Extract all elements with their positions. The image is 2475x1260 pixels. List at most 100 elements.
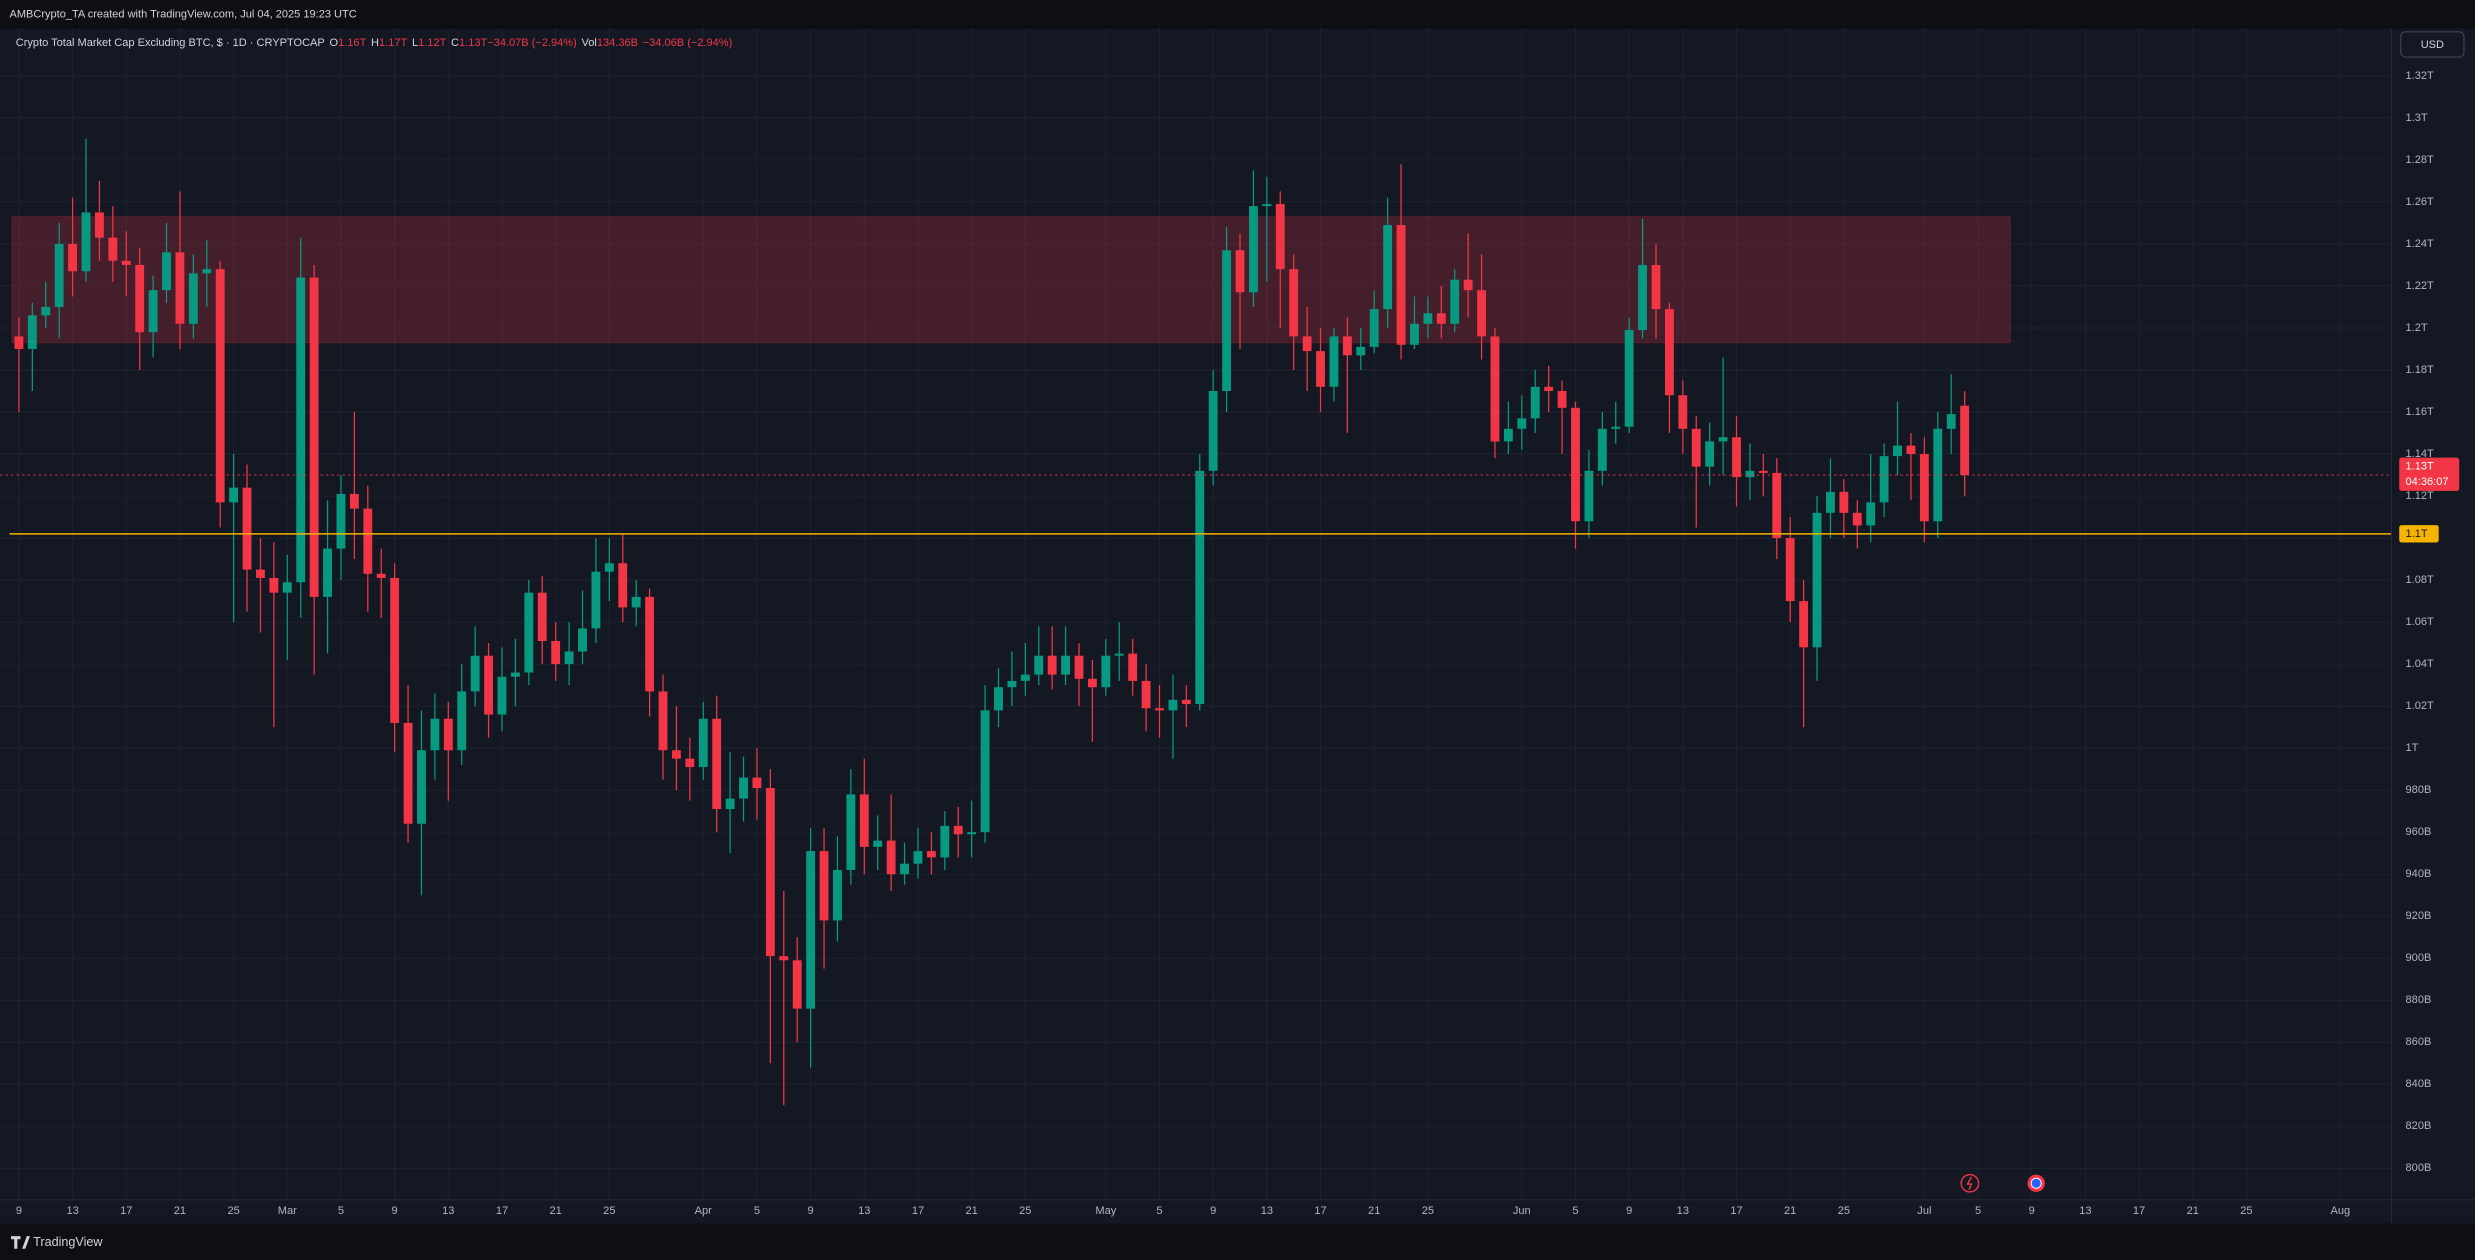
candle-body (591, 571, 601, 629)
candle-body (256, 569, 265, 578)
candle-body (1691, 428, 1701, 467)
y-tick-label: 1.18T (2406, 364, 2434, 376)
candle-body (1074, 655, 1084, 679)
legend-value: −34.07B (−2.94%) (487, 37, 577, 49)
legend-key: L (412, 37, 418, 49)
x-tick-label: 9 (16, 1205, 22, 1217)
x-tick-label: 21 (174, 1205, 186, 1217)
logo (11, 1236, 30, 1249)
event-icon-glyph (1966, 1176, 1973, 1190)
candle-body (1007, 680, 1017, 688)
candle-body (1651, 264, 1661, 310)
candle-body (242, 487, 252, 570)
x-tick-label: Apr (695, 1205, 712, 1217)
footer-brand: TradingView (33, 1235, 103, 1249)
countdown-label: 04:36:07 (2406, 476, 2449, 488)
x-tick-label: 13 (442, 1205, 454, 1217)
candle-body (578, 628, 587, 652)
resistance-zone (11, 216, 2011, 344)
candle-body (806, 851, 816, 1009)
legend: Crypto Total Market Cap Excluding BTC, $… (16, 37, 732, 49)
candle-body (1235, 250, 1245, 293)
y-tick-label: 1.26T (2406, 196, 2434, 208)
x-tick-label: 17 (496, 1205, 508, 1217)
candle-body (1249, 206, 1258, 293)
currency-label[interactable]: USD (2421, 39, 2444, 51)
candle-body (121, 260, 131, 265)
y-tick-label: 1.22T (2406, 280, 2434, 292)
candle-body (162, 252, 171, 291)
candle-body (913, 851, 923, 864)
candle-body (1597, 428, 1607, 471)
candle-body (1450, 279, 1460, 324)
x-tick-label: 13 (2079, 1205, 2091, 1217)
candle-body (1879, 456, 1889, 503)
candle-body (1745, 470, 1755, 478)
x-tick-label: 17 (120, 1205, 132, 1217)
header-bar (0, 0, 2475, 29)
event-icons (1960, 1173, 2045, 1193)
candle-body (712, 718, 722, 810)
candle-body (1866, 502, 1876, 526)
candle-body (672, 750, 681, 759)
y-tick-label: 820B (2406, 1120, 2432, 1132)
candle-body (1114, 653, 1124, 656)
candle-body (1611, 426, 1621, 429)
candle-body (618, 563, 628, 608)
x-tick-label: 25 (603, 1205, 615, 1217)
candle-body (497, 676, 507, 715)
candle-body (81, 212, 91, 272)
y-tick-label: 880B (2406, 994, 2432, 1006)
candle-body (95, 212, 104, 238)
y-tick-label: 1.04T (2406, 658, 2434, 670)
candle-body (631, 596, 641, 608)
currency-button[interactable] (2400, 31, 2465, 58)
candle-body (1316, 351, 1325, 387)
candle-body (1772, 472, 1782, 539)
candle-body (537, 592, 547, 642)
candle-body (1047, 655, 1057, 675)
candle-body (1799, 601, 1809, 648)
candle-body (68, 243, 78, 272)
legend-name: Crypto Total Market Cap Excluding BTC, $… (16, 37, 325, 49)
x-tick-label: 25 (227, 1205, 239, 1217)
candle-body (188, 273, 198, 324)
x-tick-label: 5 (338, 1205, 344, 1217)
event-icon-glyph (2030, 1177, 2042, 1189)
legend-value: 1.12T (418, 37, 446, 49)
plot-area (0, 28, 2392, 1200)
y-tick-label: 1.32T (2406, 70, 2434, 82)
candle-body (403, 722, 413, 824)
x-tick-label: 25 (1838, 1205, 1850, 1217)
x-tick-label: 13 (858, 1205, 870, 1217)
candle-body (980, 710, 990, 833)
candle-body (1490, 336, 1500, 442)
candle-body (1141, 680, 1151, 709)
candle-body (1342, 336, 1352, 356)
x-tick-label: May (1095, 1205, 1116, 1217)
candle-body (229, 487, 239, 503)
candle-body (1087, 678, 1097, 688)
candle-body (1718, 437, 1728, 442)
last-price-box (2399, 457, 2460, 491)
candle-body (779, 956, 789, 961)
legend-value: 134.36B (597, 37, 638, 49)
candle-body (1168, 699, 1178, 711)
candle-body (202, 269, 212, 274)
x-tick-label: Mar (278, 1205, 297, 1217)
y-tick-label: 1.2T (2406, 322, 2428, 334)
y-tick-label: 900B (2406, 952, 2432, 964)
candle-body (1222, 250, 1232, 392)
candle-body (1329, 336, 1339, 387)
x-tick-label: 17 (912, 1205, 924, 1217)
candle-body (524, 592, 534, 673)
event-icon[interactable] (1960, 1173, 1980, 1193)
candle-body (269, 577, 279, 593)
candle-body (645, 596, 655, 692)
candle-body (900, 863, 909, 875)
candle-body (1705, 441, 1715, 467)
y-tick-label: 980B (2406, 784, 2432, 796)
x-tick-label: 13 (66, 1205, 78, 1217)
candle-body (685, 758, 695, 768)
